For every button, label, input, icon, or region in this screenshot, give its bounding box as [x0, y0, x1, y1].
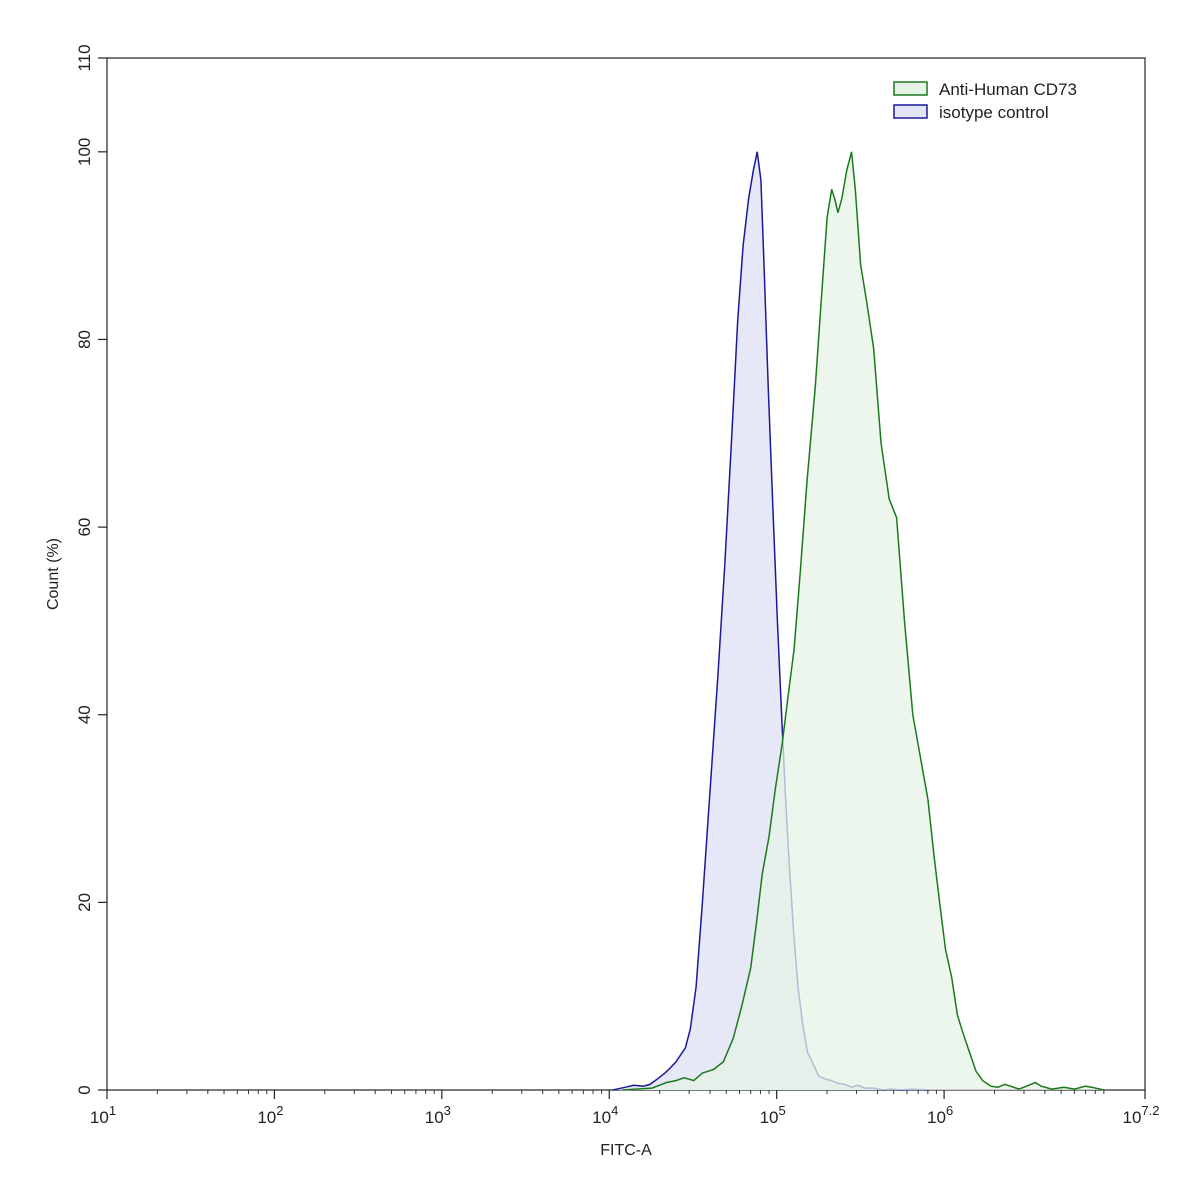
y-tick-label: 80: [75, 330, 94, 349]
y-tick-label: 40: [75, 705, 94, 724]
plot-frame: [106, 57, 1146, 1091]
y-tick-label: 110: [75, 44, 94, 71]
x-axis: 101 102 103 104 105 106 107.2: [90, 1090, 1160, 1127]
series-area-anti-human-cd73: [622, 151, 1104, 1091]
legend-swatch: [893, 104, 928, 119]
series-layer: [612, 151, 1105, 1091]
series-line-anti-human-cd73: [622, 151, 1105, 1091]
legend-swatch: [893, 81, 928, 96]
y-axis-label: Count (%): [45, 538, 62, 610]
x-tick-label: 102: [257, 1103, 283, 1127]
y-axis: 0 20 40 60 80 100 110: [75, 44, 107, 1095]
x-tick-label: 105: [760, 1103, 786, 1127]
x-tick-label: 103: [425, 1103, 451, 1127]
y-tick-label: 0: [75, 1085, 94, 1094]
legend-label: Anti-Human CD73: [939, 80, 1077, 99]
x-tick-label: 107.2: [1123, 1103, 1160, 1127]
legend-label: isotype control: [939, 103, 1049, 122]
y-tick-label: 100: [75, 138, 94, 166]
x-tick-label: 106: [927, 1103, 953, 1127]
series-area-isotype-control: [612, 151, 928, 1091]
legend: Anti-Human CD73 isotype control: [893, 80, 1077, 122]
x-tick-label: 104: [592, 1103, 618, 1127]
x-tick-label: 101: [90, 1103, 116, 1127]
x-axis-label: FITC-A: [600, 1142, 652, 1159]
y-tick-label: 60: [75, 518, 94, 537]
y-tick-label: 20: [75, 893, 94, 912]
